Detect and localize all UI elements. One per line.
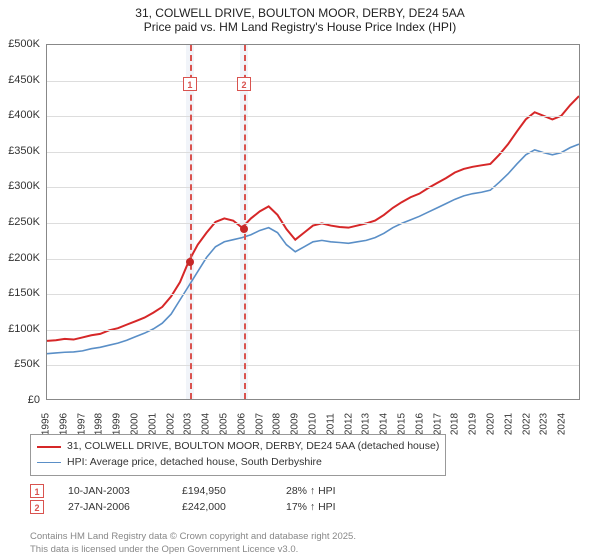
y-tick-label: £250K [8, 216, 40, 228]
x-tick-label: 2010 [308, 413, 319, 435]
y-tick-label: £500K [8, 38, 40, 50]
x-tick-label: 2022 [521, 413, 532, 435]
title-block: 31, COLWELL DRIVE, BOULTON MOOR, DERBY, … [0, 0, 600, 38]
x-tick-label: 2007 [254, 413, 265, 435]
sales-row: 2 27-JAN-2006 £242,000 17% ↑ HPI [30, 500, 570, 514]
x-tick-label: 2004 [201, 413, 212, 435]
sales-marker-icon: 2 [30, 500, 44, 514]
x-tick-label: 2011 [325, 413, 336, 435]
y-tick-label: £0 [28, 394, 40, 406]
gridline [47, 152, 579, 153]
sale-vline [190, 45, 192, 399]
x-tick-label: 2016 [414, 413, 425, 435]
sale-vline [244, 45, 246, 399]
legend-box: 31, COLWELL DRIVE, BOULTON MOOR, DERBY, … [30, 434, 446, 476]
x-tick-label: 2017 [432, 413, 443, 435]
credits-line2: This data is licensed under the Open Gov… [30, 544, 356, 556]
x-tick-label: 2018 [450, 413, 461, 435]
credits-line1: Contains HM Land Registry data © Crown c… [30, 531, 356, 543]
x-tick-label: 2023 [539, 413, 550, 435]
y-tick-label: £350K [8, 145, 40, 157]
gridline [47, 294, 579, 295]
gridline [47, 223, 579, 224]
x-tick-label: 2012 [343, 413, 354, 435]
x-tick-label: 2006 [236, 413, 247, 435]
x-tick-label: 2014 [379, 413, 390, 435]
x-tick-label: 2005 [219, 413, 230, 435]
x-tick-label: 2021 [503, 413, 514, 435]
credits: Contains HM Land Registry data © Crown c… [30, 531, 356, 556]
x-tick-label: 1999 [112, 413, 123, 435]
x-tick-label: 2015 [397, 413, 408, 435]
sale-point [240, 225, 248, 233]
title-subtitle: Price paid vs. HM Land Registry's House … [0, 20, 600, 34]
sales-marker-icon: 1 [30, 484, 44, 498]
legend-swatch [37, 462, 61, 463]
legend-label: 31, COLWELL DRIVE, BOULTON MOOR, DERBY, … [67, 439, 439, 455]
chart-container: 31, COLWELL DRIVE, BOULTON MOOR, DERBY, … [0, 0, 600, 560]
gridline [47, 365, 579, 366]
title-address: 31, COLWELL DRIVE, BOULTON MOOR, DERBY, … [0, 6, 600, 20]
legend-swatch [37, 446, 61, 448]
plot-svg [47, 45, 579, 399]
y-tick-label: £400K [8, 109, 40, 121]
sales-table: 1 10-JAN-2003 £194,950 28% ↑ HPI 2 27-JAN-200… [30, 484, 570, 514]
x-tick-label: 1995 [41, 413, 52, 435]
legend-block: 31, COLWELL DRIVE, BOULTON MOOR, DERBY, … [30, 434, 570, 516]
sale-marker: 2 [237, 77, 251, 91]
x-tick-label: 1998 [94, 413, 105, 435]
x-axis: 1995199619971998199920002001200220032004… [46, 402, 580, 430]
gridline [47, 330, 579, 331]
sales-price: £242,000 [182, 501, 262, 513]
x-tick-label: 2019 [468, 413, 479, 435]
x-tick-label: 2008 [272, 413, 283, 435]
x-tick-label: 2002 [165, 413, 176, 435]
series-hpi [47, 144, 579, 354]
gridline [47, 116, 579, 117]
sales-date: 27-JAN-2006 [68, 501, 158, 513]
sales-price: £194,950 [182, 485, 262, 497]
series-property [47, 96, 579, 341]
sale-marker: 1 [183, 77, 197, 91]
legend-row: 31, COLWELL DRIVE, BOULTON MOOR, DERBY, … [37, 439, 439, 455]
x-tick-label: 2013 [361, 413, 372, 435]
sales-row: 1 10-JAN-2003 £194,950 28% ↑ HPI [30, 484, 570, 498]
gridline [47, 259, 579, 260]
x-tick-label: 2001 [147, 413, 158, 435]
sales-date: 10-JAN-2003 [68, 485, 158, 497]
x-tick-label: 2009 [290, 413, 301, 435]
legend-row: HPI: Average price, detached house, Sout… [37, 455, 439, 471]
y-tick-label: £450K [8, 74, 40, 86]
sales-delta: 17% ↑ HPI [286, 501, 376, 513]
gridline [47, 81, 579, 82]
x-tick-label: 2020 [486, 413, 497, 435]
x-tick-label: 1997 [76, 413, 87, 435]
y-tick-label: £200K [8, 252, 40, 264]
x-tick-label: 2003 [183, 413, 194, 435]
y-axis: £0£50K£100K£150K£200K£250K£300K£350K£400… [0, 44, 44, 400]
x-tick-label: 2024 [557, 413, 568, 435]
sales-delta: 28% ↑ HPI [286, 485, 376, 497]
x-tick-label: 2000 [130, 413, 141, 435]
legend-label: HPI: Average price, detached house, Sout… [67, 455, 322, 471]
sale-point [186, 258, 194, 266]
y-tick-label: £300K [8, 180, 40, 192]
gridline [47, 187, 579, 188]
plot-area: 12 [46, 44, 580, 400]
y-tick-label: £100K [8, 323, 40, 335]
y-tick-label: £150K [8, 287, 40, 299]
y-tick-label: £50K [14, 358, 40, 370]
x-tick-label: 1996 [58, 413, 69, 435]
